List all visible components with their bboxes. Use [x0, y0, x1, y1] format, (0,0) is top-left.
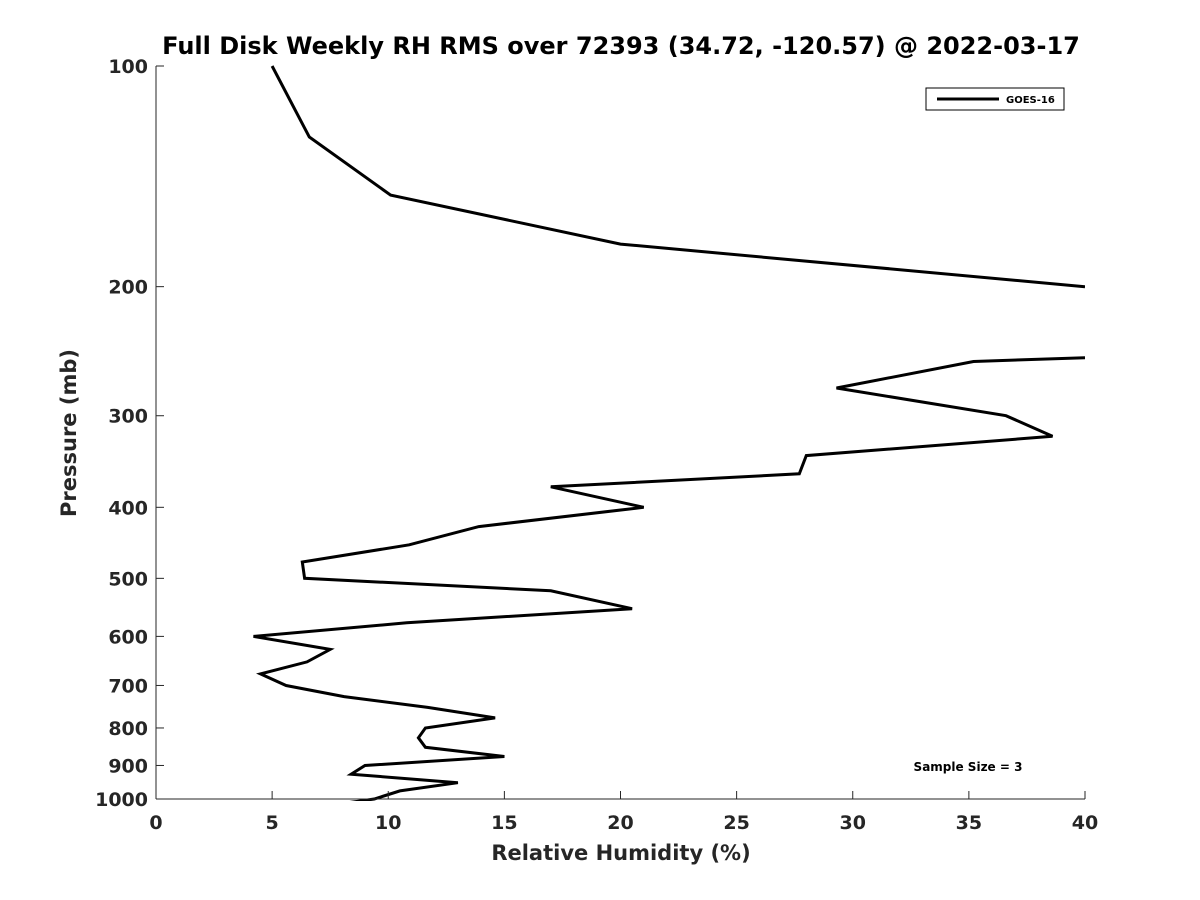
x-tick-label: 35	[956, 812, 982, 834]
x-tick-label: 30	[840, 812, 866, 834]
y-tick-label: 500	[108, 568, 148, 590]
series-line-goes16-segment-2	[253, 356, 1085, 801]
sample-size-annotation: Sample Size = 3	[914, 760, 1023, 774]
x-tick-label: 25	[723, 812, 749, 834]
legend: GOES-16	[925, 87, 1065, 111]
x-tick-label: 20	[607, 812, 633, 834]
x-tick-label: 0	[149, 812, 162, 834]
series-lines	[253, 65, 1085, 801]
y-tick-label: 100	[108, 56, 148, 78]
y-tick-label: 200	[108, 277, 148, 299]
y-axis-label: Pressure (mb)	[57, 349, 81, 517]
x-tick-label: 40	[1072, 812, 1098, 834]
x-axis-ticks: 0 5 10 15 20 25 30 35 40	[149, 791, 1098, 834]
y-tick-label: 900	[108, 755, 148, 777]
chart-title: Full Disk Weekly RH RMS over 72393 (34.7…	[162, 32, 1080, 60]
x-tick-label: 10	[375, 812, 401, 834]
y-tick-label: 1000	[95, 789, 148, 811]
x-axis-label: Relative Humidity (%)	[491, 841, 750, 865]
y-tick-label: 600	[108, 626, 148, 648]
y-tick-label: 400	[108, 497, 148, 519]
y-tick-label: 700	[108, 675, 148, 697]
y-tick-label: 300	[108, 406, 148, 428]
plot-area	[155, 65, 1085, 801]
legend-label-goes16: GOES-16	[1006, 95, 1055, 106]
y-axis-ticks: 100 200 300 400 500 600 700 800 900 1000	[95, 56, 164, 811]
series-line-goes16-segment-1	[270, 65, 1085, 289]
y-tick-label: 800	[108, 718, 148, 740]
x-tick-label: 15	[491, 812, 517, 834]
x-tick-label: 5	[266, 812, 279, 834]
